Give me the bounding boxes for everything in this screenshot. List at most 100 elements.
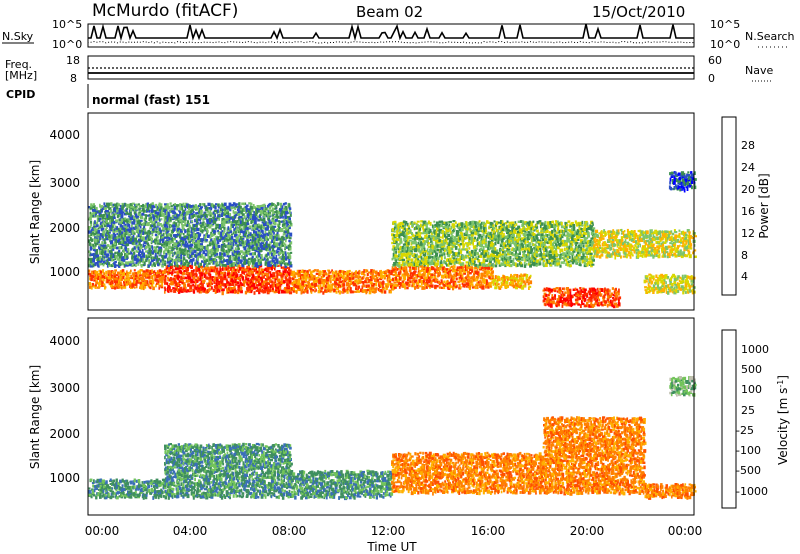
- power-cell: [463, 283, 466, 287]
- freq-label-line2: [MHz]: [5, 69, 37, 82]
- power-cell: [459, 274, 462, 279]
- power-cell: [159, 239, 161, 243]
- power-cell: [133, 207, 137, 210]
- power-cell: [235, 249, 238, 254]
- power-cell: [364, 279, 367, 284]
- power-cell: [244, 233, 247, 236]
- power-cell: [567, 300, 570, 304]
- power-cell: [151, 269, 153, 273]
- power-cell: [288, 239, 291, 243]
- power-cell: [470, 279, 472, 283]
- power-cell: [149, 250, 153, 254]
- power-cell: [245, 253, 248, 257]
- power-cell: [283, 222, 286, 226]
- power-cell: [220, 271, 224, 275]
- power-cell: [158, 272, 161, 275]
- power-cell: [275, 205, 278, 209]
- power-cell: [272, 229, 275, 233]
- power-cell: [167, 227, 171, 231]
- power-cell: [102, 264, 105, 267]
- power-cell: [106, 264, 109, 268]
- power-cell: [314, 286, 316, 289]
- power-cell: [188, 272, 191, 277]
- power-cell: [420, 242, 423, 246]
- power-cell: [142, 249, 144, 253]
- power-cell: [566, 289, 570, 293]
- power-cell: [101, 224, 104, 228]
- power-cell: [114, 260, 117, 264]
- power-cell: [277, 234, 280, 238]
- power-cell: [196, 279, 199, 283]
- power-cell: [265, 235, 268, 238]
- power-cell: [577, 290, 580, 294]
- power-cell: [98, 212, 102, 216]
- power-cell: [396, 245, 400, 249]
- power-cell: [158, 285, 160, 290]
- power-cell: [146, 256, 149, 261]
- power-cell: [280, 204, 283, 209]
- power-cell: [395, 276, 398, 281]
- power-cell: [182, 280, 184, 283]
- power-cell: [209, 249, 213, 252]
- power-cell: [514, 279, 517, 283]
- power-cell: [405, 266, 408, 271]
- power-cell: [268, 289, 272, 292]
- power-cell: [125, 283, 129, 286]
- power-cell: [106, 223, 110, 228]
- power-cell: [411, 232, 413, 236]
- power-cell: [232, 249, 235, 253]
- power-cell: [258, 234, 261, 237]
- power-cell: [552, 300, 555, 305]
- power-cell: [92, 252, 95, 256]
- power-cell: [186, 260, 188, 264]
- power-cell: [282, 267, 284, 270]
- power-cell: [450, 274, 453, 278]
- power-cell: [93, 232, 97, 236]
- power-cell: [162, 207, 166, 211]
- power-cell: [188, 213, 192, 218]
- power-cell: [121, 269, 125, 273]
- power-cell: [173, 289, 177, 293]
- power-cell: [188, 222, 191, 227]
- power-cell: [111, 280, 114, 285]
- power-cell: [398, 276, 402, 281]
- power-cell: [161, 260, 164, 264]
- power-cell: [249, 242, 253, 246]
- power-cell: [391, 266, 394, 270]
- power-cell: [195, 273, 198, 278]
- power-cell: [221, 252, 224, 256]
- power-cell: [439, 266, 442, 271]
- power-cell: [168, 223, 171, 228]
- power-cell: [182, 271, 186, 275]
- power-cell: [178, 216, 181, 220]
- power-cell: [172, 237, 176, 241]
- power-cell: [94, 276, 97, 280]
- power-cell: [452, 283, 456, 287]
- power-cell: [289, 222, 293, 227]
- power-cell: [270, 265, 274, 268]
- power-cell: [238, 264, 241, 268]
- power-cell: [110, 218, 114, 223]
- power-cell: [164, 281, 167, 285]
- power-cell: [139, 276, 143, 280]
- power-cell: [413, 221, 416, 224]
- power-cell: [244, 205, 248, 209]
- power-cell: [124, 218, 128, 223]
- power-cell: [220, 287, 223, 290]
- power-cell: [106, 258, 109, 263]
- power-cell: [618, 296, 622, 300]
- power-cell: [254, 217, 258, 220]
- power-cell: [312, 280, 315, 284]
- power-cell: [313, 275, 316, 279]
- power-cell: [284, 275, 288, 280]
- power-cell: [118, 221, 122, 225]
- power-cell: [135, 207, 138, 211]
- power-cell: [418, 248, 421, 252]
- power-cell: [438, 267, 440, 270]
- power-cell: [468, 265, 472, 270]
- power-cell: [288, 237, 292, 240]
- power-cell: [128, 261, 131, 264]
- power-cell: [200, 266, 202, 269]
- power-cell: [194, 204, 197, 208]
- power-cell: [151, 247, 154, 251]
